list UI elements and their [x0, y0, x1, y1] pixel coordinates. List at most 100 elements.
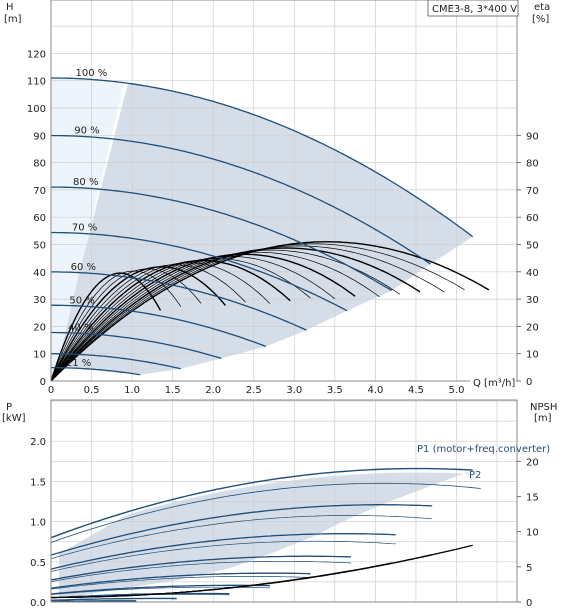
npsh-label: NPSH: [530, 402, 557, 413]
y-left-tick-label: 50: [33, 241, 46, 252]
y-right-tick-label: 0: [526, 377, 532, 388]
npsh-unit: [m]: [534, 413, 552, 424]
power-curve: [50, 504, 433, 556]
y-left-tick-label: 100: [27, 104, 46, 115]
x-tick-label: 1.5: [165, 385, 181, 396]
power-curve: [50, 592, 230, 599]
y-left-tick-label: 90: [33, 131, 46, 142]
p-tick-labels: 0.0 0.5 1.0 1.5 2.0: [30, 437, 46, 609]
power-curve: [51, 600, 137, 602]
speed-label: 60 %: [71, 262, 96, 273]
chart-title: CME3-8, 3*400 V: [432, 4, 517, 15]
title-box: [427, 0, 519, 17]
speed-curve: [51, 77, 474, 238]
y-right-tick-label: 50: [526, 241, 539, 252]
power-curve: [50, 576, 311, 590]
bottom-grid: [51, 400, 517, 602]
speed-label: 40 %: [68, 323, 93, 334]
p-tick-label: 1.5: [30, 477, 46, 488]
x-tick-label: 3.0: [286, 385, 302, 396]
y-right-tick-label: 70: [526, 186, 539, 197]
speed-curves: [50, 77, 474, 376]
bottom-plot-border: [50, 399, 518, 603]
power-npsh-chart: 0.0 0.5 1.0 1.5 2.0 0 5 10 15 20 P [kW] NPSH [m]…: [2, 399, 557, 609]
y-left-tick-label: 110: [27, 77, 46, 88]
speed-labels: 100 % 90 % 80 % 70 % 60 % 50 % 40 % 21 %: [66, 68, 107, 369]
power-curve: [50, 555, 352, 581]
npsh-tick-label: 20: [526, 457, 539, 468]
y-right-tick-label: 40: [526, 268, 539, 279]
y-left-tick-label: 70: [33, 186, 46, 197]
top-grid: [51, 0, 517, 381]
power-curve: [50, 560, 352, 582]
npsh-tick-label: 5: [526, 563, 532, 574]
p2-curve: [50, 482, 481, 543]
power-curve: [50, 572, 311, 589]
x-tick-label: 5.0: [449, 385, 465, 396]
x-tick-label: 2.5: [246, 385, 262, 396]
speed-curve: [51, 186, 392, 292]
speed-curve: [51, 331, 222, 360]
y-left-tick-label: 10: [33, 350, 46, 361]
y-right-tick-label: 60: [526, 213, 539, 224]
speed-curve: [50, 304, 267, 348]
speed-curve: [51, 271, 307, 331]
y-right-tick-label: 20: [526, 322, 539, 333]
y-right-tick-label: 30: [526, 295, 539, 306]
speed-label: 80 %: [73, 177, 98, 188]
x-tick-label: 4.5: [408, 385, 424, 396]
power-curves: [50, 467, 481, 603]
y-left-unit: [m]: [4, 14, 22, 25]
power-curve: [50, 533, 396, 570]
efficiency-curve: [50, 272, 162, 382]
y-left-tick-label: 30: [33, 295, 46, 306]
x-tick-label: 4.0: [367, 385, 383, 396]
y-left-tick-label: 0: [40, 377, 46, 388]
power-curve: [50, 540, 396, 572]
x-tick-label: 0: [48, 385, 54, 396]
x-tick-label: 1.0: [124, 385, 140, 396]
npsh-tick-label: 15: [526, 492, 539, 503]
efficiency-curve: [50, 259, 291, 382]
efficiency-curve: [50, 258, 311, 382]
speed-label: 21 %: [66, 358, 91, 369]
y-left-tick-labels: 0 10 20 30 40 50 60 70 80 90 100 110 120: [27, 49, 46, 388]
efficiency-curves: [50, 241, 490, 382]
speed-curve: [51, 231, 348, 312]
y-left-tick-label: 80: [33, 159, 46, 170]
efficiency-curve: [50, 262, 271, 382]
y-right-unit: [%]: [532, 14, 549, 25]
y-left-tick-label: 60: [33, 213, 46, 224]
npsh-tick-labels: 0 5 10 15 20: [517, 457, 539, 609]
y-right-tick-label: 80: [526, 159, 539, 170]
x-tick-label: 0.5: [84, 385, 100, 396]
speed-curve: [50, 134, 431, 265]
operating-region: [52, 83, 473, 376]
y-left-tick-label: 120: [27, 49, 46, 60]
top-plot-border: [50, 0, 518, 382]
x-axis-label: Q [m³/h]: [473, 378, 515, 389]
npsh-tick-label: 10: [526, 528, 539, 539]
legend-p1: P1 (motor+freq.converter): [417, 444, 550, 455]
efficiency-curve: [50, 266, 226, 382]
head-efficiency-chart: 100 % 90 % 80 % 70 % 60 % 50 % 40 % 21 % 0 0.5 1.…: [4, 0, 550, 396]
speed-label: 90 %: [74, 126, 99, 137]
npsh-curve: [51, 594, 137, 598]
legend-p2: P2: [469, 470, 481, 481]
npsh-curves: [51, 544, 473, 599]
p-unit: [kW]: [2, 413, 26, 424]
p-tick-label: 0.0: [30, 598, 46, 609]
speed-label: 100 %: [75, 68, 107, 79]
p-tick-label: 1.0: [30, 518, 46, 529]
y-right-tick-labels: 0 10 20 30 40 50 60 70 80 90: [517, 131, 539, 388]
x-tick-labels: 0 0.5 1.0 1.5 2.0 2.5 3.0 3.5 4.0 4.5 5.0: [48, 385, 465, 396]
p-tick-label: 2.0: [30, 437, 46, 448]
x-tick-label: 3.5: [327, 385, 343, 396]
power-curve: [50, 584, 270, 595]
y-right-label: eta: [534, 2, 550, 13]
y-left-tick-label: 40: [33, 268, 46, 279]
speed-label: 70 %: [72, 223, 97, 234]
x-tick-label: 2.0: [205, 385, 221, 396]
y-left-label: H: [6, 2, 14, 13]
